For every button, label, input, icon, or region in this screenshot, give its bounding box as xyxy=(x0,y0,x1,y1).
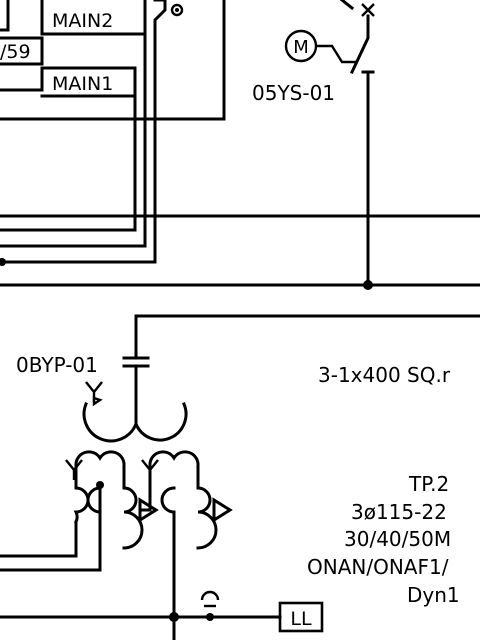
disconnect-switch xyxy=(339,0,375,287)
cable-label: 3-1x400 SQ.r xyxy=(318,363,451,387)
secondary-ground-marks xyxy=(65,459,159,480)
control-wire-a xyxy=(0,0,226,121)
relay-box-main2: MAIN2 xyxy=(0,0,147,36)
main2-label: MAIN2 xyxy=(52,10,113,32)
relay-box-59: /59 xyxy=(0,36,44,66)
junction-dot xyxy=(0,258,6,266)
ll-label: LL xyxy=(290,608,312,630)
control-wire-c xyxy=(0,32,147,248)
capacitor-tag: 0BYP-01 xyxy=(16,353,98,377)
transformer-rating: 30/40/50M xyxy=(344,527,451,551)
lower-contact xyxy=(200,590,220,608)
motor-symbol: M xyxy=(293,37,309,58)
capacitor-ground-mark xyxy=(85,381,103,407)
current-transformers xyxy=(0,486,233,572)
ll-box: LL xyxy=(278,601,324,633)
motor-tag: 05YS-01 xyxy=(252,81,335,105)
control-wire-b xyxy=(0,94,137,232)
capacitor-symbol xyxy=(122,356,150,426)
transformer-voltage: 3ø115-22 xyxy=(351,500,447,524)
bus-junction xyxy=(363,280,373,290)
transformer-tag: TP.2 xyxy=(408,472,449,496)
cable-feed xyxy=(134,314,480,360)
motor-operator: M xyxy=(284,29,356,64)
transformer-vector-group: Dyn1 xyxy=(407,583,460,607)
transformer-secondary xyxy=(74,450,200,490)
lower-bus-junction xyxy=(169,612,179,622)
relay-code-label: /59 xyxy=(0,41,31,63)
lower-bus-junction-2 xyxy=(206,613,214,621)
transformer-cooling: ONAN/ONAF1/ xyxy=(307,555,449,579)
relay-box-main1: MAIN1 xyxy=(0,66,137,98)
main1-label: MAIN1 xyxy=(52,73,113,95)
transformer-primary xyxy=(82,402,188,443)
relay-contact xyxy=(153,0,184,17)
control-wire-d xyxy=(0,0,167,264)
